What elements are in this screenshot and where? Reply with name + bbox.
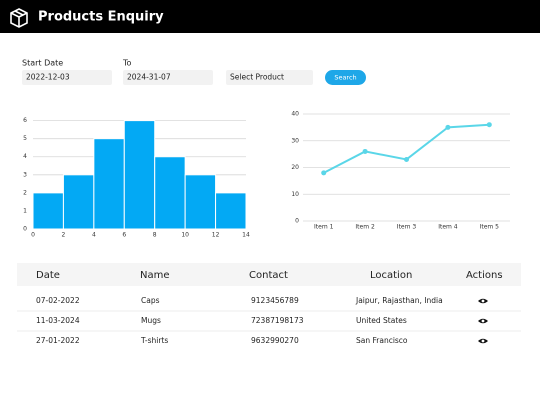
view-icon-pupil: [481, 339, 485, 343]
table-cell: San Francisco: [356, 336, 408, 345]
table-cell: Mugs: [141, 316, 161, 325]
column-header: Contact: [249, 270, 288, 281]
x-tick-label: Item 2: [355, 224, 375, 231]
histogram-bar: [123, 120, 156, 230]
y-tick-label: 3: [23, 171, 27, 178]
y-tick-label: 1: [23, 207, 27, 214]
end-label: To: [122, 59, 132, 68]
table-header-bg: [17, 263, 521, 286]
product-placeholder: Select Product: [230, 73, 284, 82]
y-tick-label: 4: [23, 153, 27, 160]
product-select[interactable]: [226, 70, 313, 85]
line-point: [362, 148, 368, 154]
page-title: Products Enquiry: [38, 10, 164, 25]
x-tick-label: 2: [62, 232, 66, 239]
y-tick-label: 40: [291, 111, 299, 118]
column-header: Date: [36, 270, 60, 281]
line-series: [323, 123, 490, 174]
x-tick-label: 8: [153, 232, 157, 239]
histogram-bar: [215, 192, 247, 230]
logo: [10, 8, 28, 28]
x-tick-label: 10: [181, 232, 189, 239]
column-header: Name: [140, 270, 170, 281]
x-tick-label: 4: [92, 232, 96, 239]
y-tick-label: 2: [23, 189, 27, 196]
x-tick-label: 14: [242, 232, 250, 239]
histogram-bar: [32, 192, 64, 230]
y-tick-label: 0: [23, 226, 27, 233]
table-cell: 11-03-2024: [36, 316, 80, 325]
table-cell: T-shirts: [140, 336, 168, 345]
search-button-label: Search: [334, 74, 356, 82]
histogram-bar: [154, 156, 186, 230]
table-cell: 72387198173: [251, 316, 304, 325]
table-cell: 9632990270: [251, 336, 299, 345]
table-cell: 27-01-2022: [36, 336, 80, 345]
table-cell: Jaipur, Rajasthan, India: [355, 296, 443, 305]
x-tick-label: Item 5: [480, 224, 500, 231]
line-point: [321, 170, 327, 176]
line-point: [445, 124, 451, 130]
x-tick-label: 6: [122, 232, 126, 239]
line-point: [404, 156, 409, 162]
y-tick-label: 10: [291, 191, 299, 198]
view-icon-pupil: [481, 299, 485, 303]
x-tick-label: 12: [212, 232, 220, 239]
start-value: 2022-12-03: [26, 73, 70, 82]
x-tick-label: Item 3: [397, 224, 417, 231]
view-icon-pupil: [481, 319, 485, 323]
x-tick-label: 0: [31, 232, 35, 239]
y-tick-label: 5: [23, 135, 27, 142]
search-button[interactable]: [325, 70, 366, 85]
table-cell: 07-02-2022: [36, 296, 80, 305]
header-bar: [0, 0, 540, 33]
y-tick-label: 30: [291, 137, 299, 144]
x-tick-label: Item 4: [438, 224, 458, 231]
start-label: Start Date: [22, 59, 63, 68]
y-tick-label: 6: [23, 117, 27, 124]
x-tick-label: Item 1: [314, 224, 334, 231]
column-header: Location: [370, 270, 412, 281]
histogram-bar: [62, 174, 95, 230]
histogram-bar: [184, 174, 217, 230]
y-tick-label: 0: [295, 218, 299, 225]
line-point: [486, 122, 492, 128]
table-cell: United States: [356, 316, 407, 325]
end-value: 2024-31-07: [127, 73, 171, 82]
table-cell: Caps: [141, 296, 160, 305]
column-header: Actions: [466, 270, 503, 281]
table-cell: 9123456789: [251, 296, 299, 305]
histogram-bar: [93, 138, 125, 230]
y-tick-label: 20: [291, 164, 299, 171]
start-input[interactable]: [22, 70, 112, 85]
end-input[interactable]: [123, 70, 213, 85]
